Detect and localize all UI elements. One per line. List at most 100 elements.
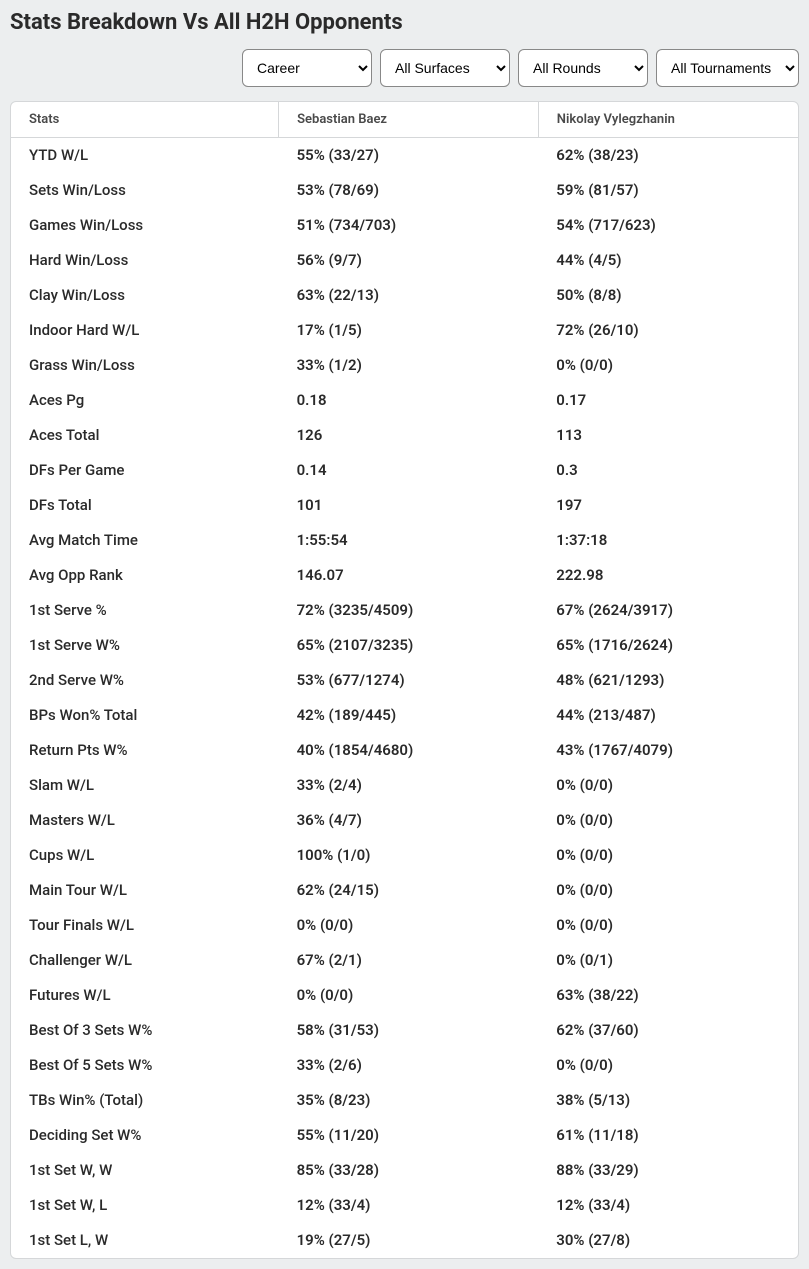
surface-select[interactable]: All Surfaces (380, 49, 510, 87)
stat-value: 0.17 (538, 383, 798, 418)
stat-value: 59% (81/57) (538, 173, 798, 208)
stat-value: 0% (0/0) (538, 803, 798, 838)
stat-label: DFs Per Game (11, 453, 279, 488)
stat-value: 100% (1/0) (279, 838, 539, 873)
table-row: Cups W/L100% (1/0)0% (0/0) (11, 838, 798, 873)
stat-value: 0% (0/0) (279, 908, 539, 943)
table-row: BPs Won% Total42% (189/445)44% (213/487) (11, 698, 798, 733)
stat-value: 0% (0/0) (538, 768, 798, 803)
stat-label: Hard Win/Loss (11, 243, 279, 278)
stat-value: 126 (279, 418, 539, 453)
stat-value: 0% (0/0) (279, 978, 539, 1013)
table-row: DFs Total101197 (11, 488, 798, 523)
stat-value: 0% (0/0) (538, 908, 798, 943)
stat-label: TBs Win% (Total) (11, 1083, 279, 1118)
stat-label: BPs Won% Total (11, 698, 279, 733)
stat-value: 19% (27/5) (279, 1223, 539, 1258)
stat-value: 67% (2624/3917) (538, 593, 798, 628)
col-player2: Nikolay Vylegzhanin (538, 102, 798, 138)
table-row: Clay Win/Loss63% (22/13)50% (8/8) (11, 278, 798, 313)
table-row: DFs Per Game0.140.3 (11, 453, 798, 488)
stat-value: 42% (189/445) (279, 698, 539, 733)
page-title: Stats Breakdown Vs All H2H Opponents (10, 10, 799, 35)
stat-label: 1st Set L, W (11, 1223, 279, 1258)
stat-value: 33% (1/2) (279, 348, 539, 383)
stat-value: 33% (2/4) (279, 768, 539, 803)
stat-value: 55% (11/20) (279, 1118, 539, 1153)
stat-value: 62% (24/15) (279, 873, 539, 908)
stat-label: Games Win/Loss (11, 208, 279, 243)
stat-value: 44% (213/487) (538, 698, 798, 733)
table-row: Slam W/L33% (2/4)0% (0/0) (11, 768, 798, 803)
stat-value: 12% (33/4) (538, 1188, 798, 1223)
stat-value: 0% (0/0) (538, 873, 798, 908)
stat-value: 53% (78/69) (279, 173, 539, 208)
stat-value: 63% (22/13) (279, 278, 539, 313)
stat-value: 0.14 (279, 453, 539, 488)
stat-value: 0% (0/0) (538, 838, 798, 873)
stat-value: 30% (27/8) (538, 1223, 798, 1258)
stat-label: Cups W/L (11, 838, 279, 873)
stat-value: 0.18 (279, 383, 539, 418)
stat-label: Grass Win/Loss (11, 348, 279, 383)
stat-value: 197 (538, 488, 798, 523)
stat-value: 1:37:18 (538, 523, 798, 558)
stat-value: 55% (33/27) (279, 138, 539, 173)
stat-value: 54% (717/623) (538, 208, 798, 243)
stat-value: 35% (8/23) (279, 1083, 539, 1118)
table-row: Indoor Hard W/L17% (1/5)72% (26/10) (11, 313, 798, 348)
stat-value: 63% (38/22) (538, 978, 798, 1013)
stat-label: Slam W/L (11, 768, 279, 803)
stat-value: 65% (2107/3235) (279, 628, 539, 663)
table-row: Avg Opp Rank146.07222.98 (11, 558, 798, 593)
stat-value: 50% (8/8) (538, 278, 798, 313)
stat-value: 48% (621/1293) (538, 663, 798, 698)
stat-value: 0% (0/0) (538, 1048, 798, 1083)
stat-label: Challenger W/L (11, 943, 279, 978)
stat-value: 0% (0/0) (538, 348, 798, 383)
stat-value: 65% (1716/2624) (538, 628, 798, 663)
stat-value: 17% (1/5) (279, 313, 539, 348)
stat-value: 72% (3235/4509) (279, 593, 539, 628)
stat-label: Aces Total (11, 418, 279, 453)
table-row: Aces Total126113 (11, 418, 798, 453)
table-row: Futures W/L0% (0/0)63% (38/22) (11, 978, 798, 1013)
table-header-row: Stats Sebastian Baez Nikolay Vylegzhanin (11, 102, 798, 138)
table-row: 1st Set W, W85% (33/28)88% (33/29) (11, 1153, 798, 1188)
stat-label: YTD W/L (11, 138, 279, 173)
table-row: Hard Win/Loss56% (9/7)44% (4/5) (11, 243, 798, 278)
table-row: Best Of 3 Sets W%58% (31/53)62% (37/60) (11, 1013, 798, 1048)
period-select[interactable]: Career (242, 49, 372, 87)
stat-value: 0% (0/1) (538, 943, 798, 978)
stats-table-container: Stats Sebastian Baez Nikolay Vylegzhanin… (10, 101, 799, 1259)
stat-label: Tour Finals W/L (11, 908, 279, 943)
table-row: Aces Pg0.180.17 (11, 383, 798, 418)
stat-label: Best Of 3 Sets W% (11, 1013, 279, 1048)
stat-label: Deciding Set W% (11, 1118, 279, 1153)
table-row: 1st Serve %72% (3235/4509)67% (2624/3917… (11, 593, 798, 628)
stat-value: 67% (2/1) (279, 943, 539, 978)
tournament-select[interactable]: All Tournaments (656, 49, 799, 87)
stat-value: 36% (4/7) (279, 803, 539, 838)
stat-value: 88% (33/29) (538, 1153, 798, 1188)
stat-label: Best Of 5 Sets W% (11, 1048, 279, 1083)
table-row: 1st Set L, W19% (27/5)30% (27/8) (11, 1223, 798, 1258)
stat-label: Return Pts W% (11, 733, 279, 768)
round-select[interactable]: All Rounds (518, 49, 648, 87)
col-player1: Sebastian Baez (279, 102, 539, 138)
stat-label: 1st Set W, L (11, 1188, 279, 1223)
stat-label: Avg Opp Rank (11, 558, 279, 593)
stat-value: 146.07 (279, 558, 539, 593)
stat-label: DFs Total (11, 488, 279, 523)
table-row: 1st Serve W%65% (2107/3235)65% (1716/262… (11, 628, 798, 663)
stat-value: 0.3 (538, 453, 798, 488)
stat-label: 1st Set W, W (11, 1153, 279, 1188)
col-stats: Stats (11, 102, 279, 138)
stat-value: 1:55:54 (279, 523, 539, 558)
stat-value: 62% (38/23) (538, 138, 798, 173)
stat-label: 1st Serve W% (11, 628, 279, 663)
stat-label: Avg Match Time (11, 523, 279, 558)
stat-value: 101 (279, 488, 539, 523)
table-row: Best Of 5 Sets W%33% (2/6)0% (0/0) (11, 1048, 798, 1083)
table-row: Grass Win/Loss33% (1/2)0% (0/0) (11, 348, 798, 383)
